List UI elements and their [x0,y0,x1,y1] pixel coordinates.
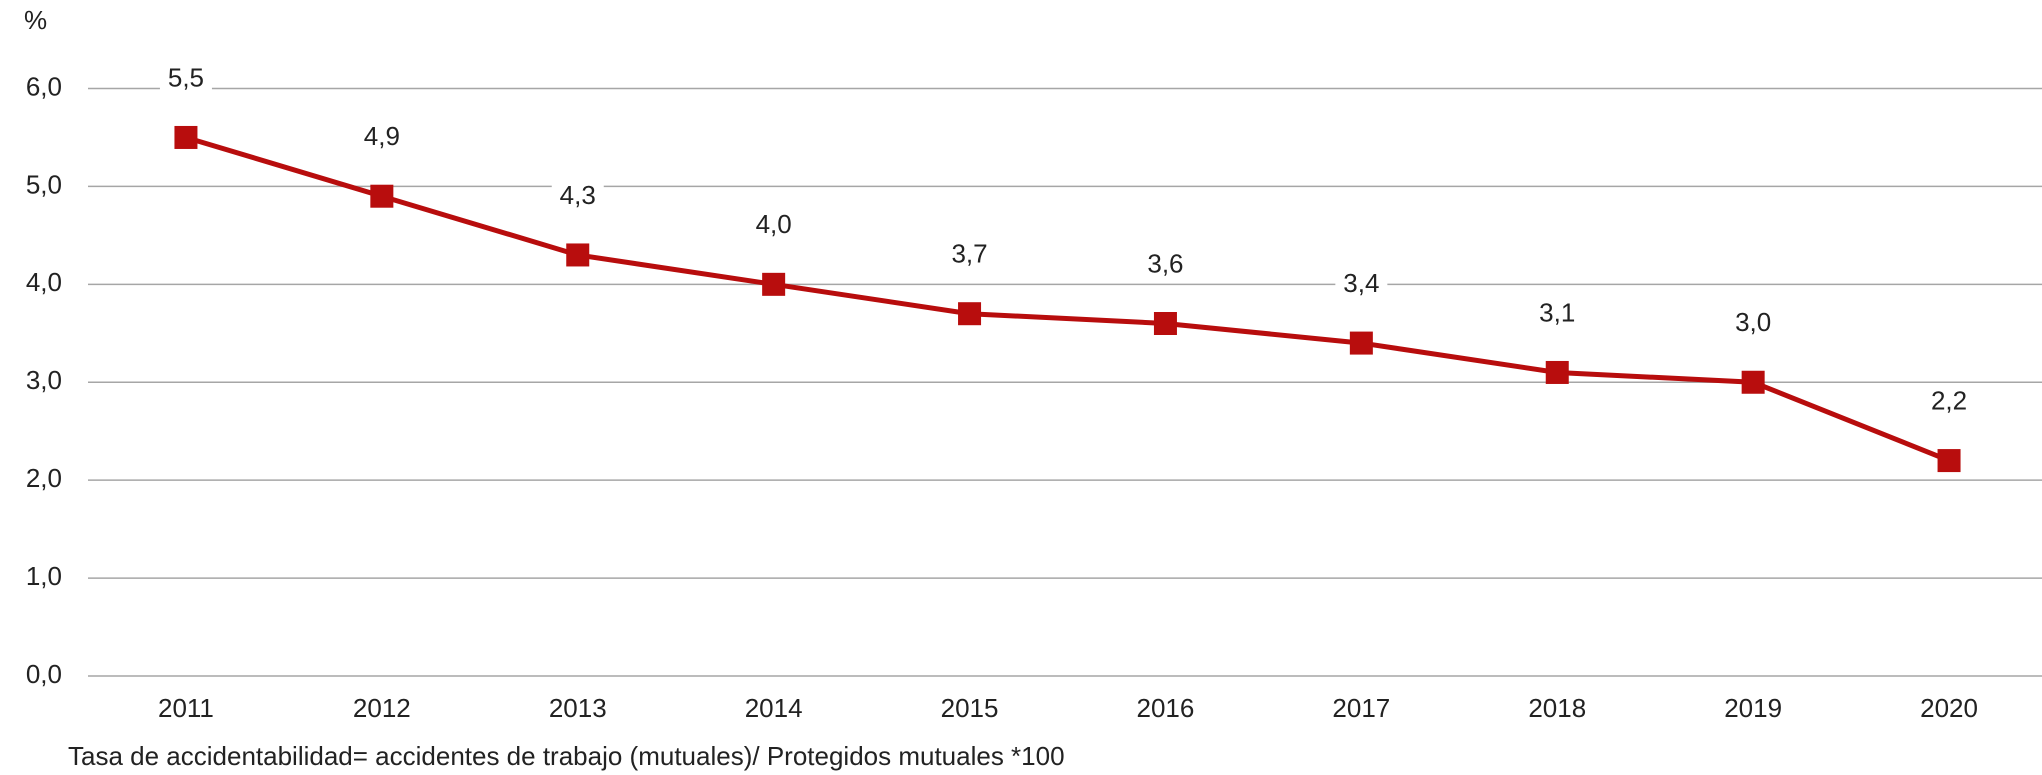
label-background [747,208,800,243]
data-label: 3,6 [1147,248,1183,278]
x-tick-label: 2012 [353,693,411,723]
y-tick-label: 5,0 [26,169,62,199]
label-background [551,178,604,213]
point-marker [958,302,982,326]
label-background [1139,247,1192,282]
point-marker [174,125,198,149]
data-label: 3,4 [1343,268,1379,298]
data-label: 4,0 [756,209,792,239]
footnote: Tasa de accidentabilidad= accidentes de … [68,741,1065,771]
label-background [1531,296,1584,331]
data-label: 4,9 [364,121,400,151]
y-tick-label: 1,0 [26,561,62,591]
point-marker [1741,370,1765,394]
point-marker [1153,312,1177,335]
point-marker [370,184,394,208]
label-background [159,61,212,96]
y-axis-label: % [24,5,47,35]
x-tick-label: 2015 [941,693,999,723]
x-tick-label: 2011 [158,693,214,723]
point-marker [1937,449,1961,473]
label-background [1727,306,1780,341]
x-tick-label: 2020 [1920,693,1978,723]
series-line [185,135,1950,463]
y-tick-label: 0,0 [26,659,62,689]
y-tick-label: 6,0 [26,71,62,101]
data-label: 4,3 [560,180,596,210]
y-tick-label: 4,0 [26,267,62,297]
data-label: 5,5 [168,62,204,92]
label-background [1923,384,1976,419]
x-tick-label: 2018 [1528,693,1586,723]
point-marker [566,243,590,267]
data-label: 3,7 [951,239,987,269]
label-background [1335,267,1388,302]
point-marker [1545,360,1569,384]
label-background [943,237,996,272]
data-label: 2,2 [1931,385,1967,415]
x-tick-label: 2013 [549,693,607,723]
x-tick-label: 2019 [1724,693,1782,723]
y-tick-label: 3,0 [26,365,62,395]
y-tick-label: 2,0 [26,463,62,493]
x-tick-label: 2017 [1332,693,1390,723]
label-background [355,120,408,155]
data-label: 3,0 [1735,307,1771,337]
x-tick-label: 2016 [1137,693,1195,723]
x-tick-label: 2014 [745,693,803,723]
point-marker [762,272,786,296]
point-marker [1349,331,1373,355]
data-label: 3,1 [1539,297,1575,327]
